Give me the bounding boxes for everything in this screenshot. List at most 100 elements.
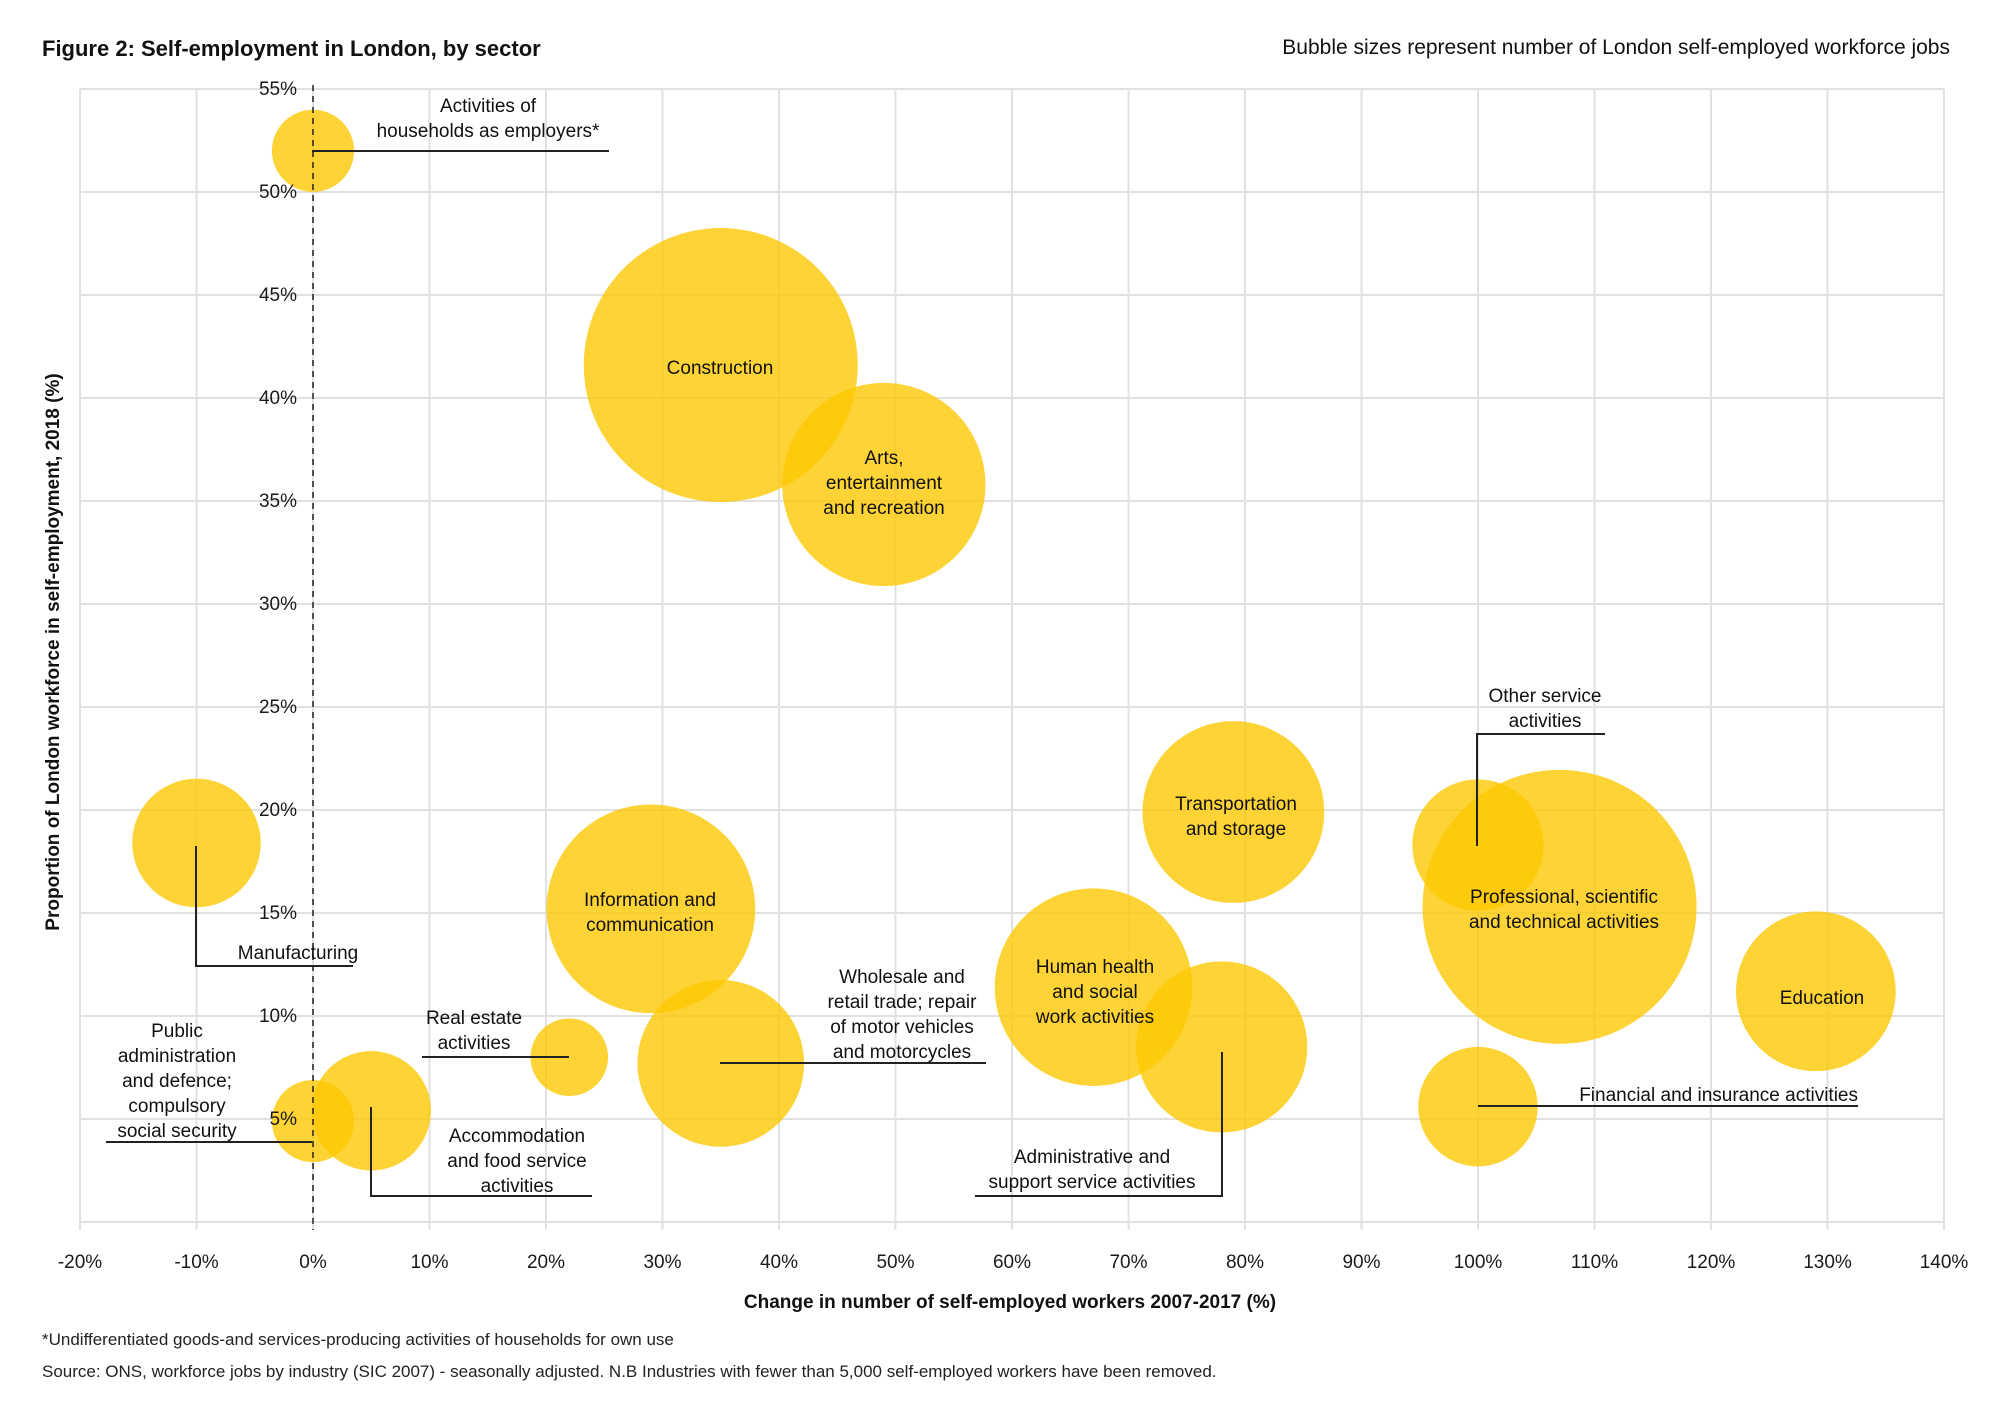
- bubble-1: [583, 228, 858, 503]
- bubble-label-line: compulsory: [128, 1096, 226, 1117]
- bubble-label-line: administration: [118, 1046, 236, 1067]
- bubble-label-line: Wholesale and: [839, 967, 965, 988]
- bubble-7: [1422, 769, 1697, 1044]
- leader-line-15: [370, 1107, 592, 1197]
- bubble-label-6: Other service activities: [1489, 686, 1602, 732]
- bubble-label-line: retail trade; repair: [828, 992, 978, 1013]
- bubble-label-line: social security: [117, 1121, 237, 1142]
- bubble-label-line: Education: [1780, 988, 1865, 1009]
- y-tick-label: 5%: [270, 1109, 298, 1130]
- bubble-label-line: work activities: [1035, 1007, 1154, 1028]
- bubble-label-line: activities: [438, 1033, 511, 1054]
- x-tick-label: 30%: [643, 1252, 681, 1273]
- x-tick-label: 110%: [1571, 1252, 1618, 1273]
- y-tick-label: 55%: [259, 79, 297, 100]
- y-tick-label: 30%: [259, 594, 297, 615]
- bubble-labels: Activities of households as employers* Con…: [117, 96, 1864, 1197]
- bubble-label-line: and social: [1052, 982, 1138, 1003]
- bubble-3: [132, 778, 261, 908]
- bubble-label-line: Professional, scientific: [1470, 887, 1658, 908]
- y-tick-label: 15%: [259, 903, 297, 924]
- x-tick-label: 40%: [760, 1252, 798, 1273]
- x-tick-label: 120%: [1687, 1252, 1736, 1273]
- bubble-5: [1142, 721, 1325, 903]
- x-tick-label: 80%: [1226, 1252, 1264, 1273]
- bubble-label-line: activities: [481, 1176, 554, 1197]
- x-tick-label: 10%: [410, 1252, 448, 1273]
- x-tick-label: 90%: [1342, 1252, 1380, 1273]
- leader-line-6: [1476, 733, 1605, 846]
- leader-line-3: [195, 846, 353, 967]
- bubble-label-line: communication: [586, 915, 714, 936]
- x-tick-label: 140%: [1920, 1252, 1969, 1273]
- x-tick-label: 50%: [876, 1252, 914, 1273]
- bubble-label-line: Activities of: [440, 96, 537, 117]
- bubble-10: [530, 1018, 609, 1096]
- y-tick-label: 25%: [259, 697, 297, 718]
- bubble-label-line: Manufacturing: [238, 943, 358, 964]
- bubble-label-line: Construction: [667, 358, 774, 379]
- bubble-label-0: Activities of households as employers*: [377, 96, 600, 142]
- bubble-label-line: Human health: [1036, 957, 1154, 978]
- bubble-label-line: Financial and insurance activities: [1579, 1085, 1858, 1106]
- bubble-label-line: and storage: [1186, 819, 1286, 840]
- source-note: Source: ONS, workforce jobs by industry …: [42, 1362, 1217, 1381]
- bubble-label-9: Education: [1780, 988, 1865, 1009]
- y-axis-title: Proportion of London workforce in self-e…: [43, 373, 64, 930]
- y-tick-label: 35%: [259, 491, 297, 512]
- chart-subtitle: Bubble sizes represent number of London …: [1282, 36, 1950, 59]
- bubble-label-7: Professional, scientific and technical ac…: [1469, 887, 1659, 933]
- bubble-9: [1735, 911, 1896, 1072]
- x-tick-label: 100%: [1454, 1252, 1503, 1273]
- bubble-label-line: and technical activities: [1469, 912, 1659, 933]
- bubble-label-15: Accommodation and food service activities: [447, 1126, 586, 1197]
- bubble-label-line: and motorcycles: [833, 1042, 971, 1063]
- x-axis-title: Change in number of self-employed worker…: [744, 1292, 1276, 1313]
- bubble-label-line: activities: [1509, 711, 1582, 732]
- y-tick-label: 20%: [259, 800, 297, 821]
- y-tick-label: 50%: [259, 182, 297, 203]
- bubbles: [132, 109, 1896, 1171]
- bubble-label-line: and defence;: [122, 1071, 232, 1092]
- bubble-label-line: Administrative and: [1014, 1147, 1170, 1168]
- bubble-label-5: Transportation and storage: [1175, 794, 1297, 840]
- leader-line-12: [975, 1052, 1223, 1197]
- bubble-label-line: and recreation: [823, 498, 944, 519]
- bubble-label-line: households as employers*: [377, 121, 600, 142]
- x-tick-label: -20%: [58, 1252, 102, 1273]
- bubble-label-line: Arts,: [864, 448, 903, 469]
- bubble-label-14: Public administration and defence; compulso…: [117, 1021, 237, 1142]
- bubble-label-8: Human health and social work activities: [1035, 957, 1154, 1028]
- bubble-label-line: Real estate: [426, 1008, 522, 1029]
- bubble-label-line: of motor vehicles: [830, 1017, 974, 1038]
- x-tick-label: 20%: [527, 1252, 565, 1273]
- bubble-label-line: entertainment: [826, 473, 943, 494]
- bubble-label-10: Real estate activities: [426, 1008, 522, 1054]
- x-tick-label: 70%: [1109, 1252, 1147, 1273]
- bubble-label-line: and food service: [447, 1151, 586, 1172]
- bubble-4: [546, 804, 756, 1014]
- bubble-label-2: Arts, entertainment and recreation: [823, 448, 944, 519]
- bubble-label-11: Wholesale and retail trade; repair of moto…: [828, 967, 978, 1063]
- chart-title: Figure 2: Self-employment in London, by …: [42, 36, 541, 61]
- x-tick-label: 130%: [1803, 1252, 1852, 1273]
- bubble-label-13: Financial and insurance activities: [1579, 1085, 1858, 1106]
- bubble-label-line: Information and: [584, 890, 716, 911]
- bubble-label-line: Accommodation: [449, 1126, 585, 1147]
- bubble-label-line: Transportation: [1175, 794, 1297, 815]
- x-tick-label: 0%: [299, 1252, 327, 1273]
- tick-labels: -20% -10% 0% 10% 20% 30% 40% 50% 60% 70% 80% 90% 100…: [58, 79, 1969, 1273]
- leader-lines: [106, 150, 1858, 1197]
- footnote: *Undifferentiated goods-and services-pro…: [42, 1330, 674, 1349]
- bubble-label-3: Manufacturing: [238, 943, 358, 964]
- bubble-12: [1136, 961, 1308, 1133]
- y-tick-label: 40%: [259, 388, 297, 409]
- x-tick-label: 60%: [993, 1252, 1031, 1273]
- bubble-2: [782, 382, 986, 587]
- x-tick-label: -10%: [174, 1252, 218, 1273]
- y-tick-label: 45%: [259, 285, 297, 306]
- bubble-label-4: Information and communication: [584, 890, 716, 936]
- bubble-label-1: Construction: [667, 358, 774, 379]
- bubble-label-line: Public: [151, 1021, 203, 1042]
